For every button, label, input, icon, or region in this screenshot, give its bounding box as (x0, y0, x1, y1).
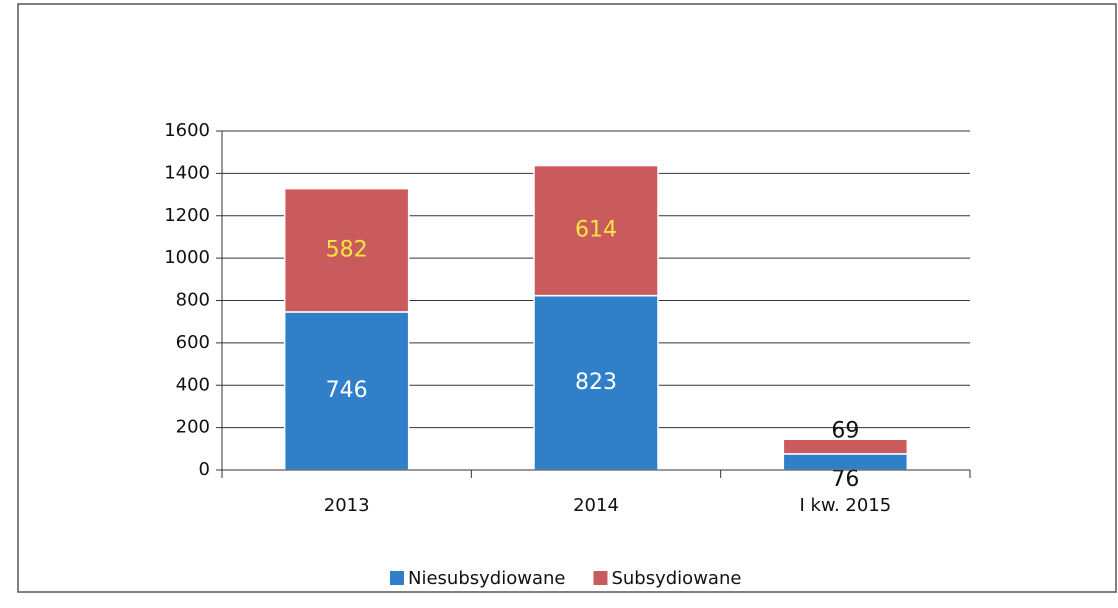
y-tick-label: 1000 (164, 247, 210, 268)
value-label: 69 (831, 418, 859, 443)
bar-segment (782, 438, 909, 455)
y-tick-label: 600 (176, 332, 210, 353)
y-tick-label: 0 (199, 459, 210, 480)
bar-segment (533, 294, 659, 471)
value-label: 614 (575, 218, 617, 243)
bar-segment (283, 311, 410, 471)
value-label: 746 (326, 378, 368, 403)
legend-label: Niesubsydiowane (408, 568, 565, 589)
legend-swatch (390, 571, 404, 585)
y-tick-label: 200 (176, 417, 210, 438)
y-tick-label: 1600 (164, 120, 210, 141)
x-tick-label: I kw. 2015 (799, 495, 891, 516)
bar-segment (533, 164, 659, 297)
frame (17, 3, 1117, 593)
value-label: 823 (575, 370, 617, 395)
y-tick-label: 400 (176, 374, 210, 395)
x-tick-label: 2013 (324, 495, 370, 516)
y-tick-label: 1400 (164, 162, 210, 183)
x-tick-label: 2014 (573, 495, 619, 516)
y-tick-label: 800 (176, 290, 210, 311)
y-tick-label: 1200 (164, 205, 210, 226)
legend-swatch (593, 571, 608, 585)
value-label: 76 (831, 467, 859, 492)
value-label: 582 (326, 237, 368, 262)
legend-label: Subsydiowane (611, 568, 741, 589)
bar-segment (283, 187, 410, 313)
